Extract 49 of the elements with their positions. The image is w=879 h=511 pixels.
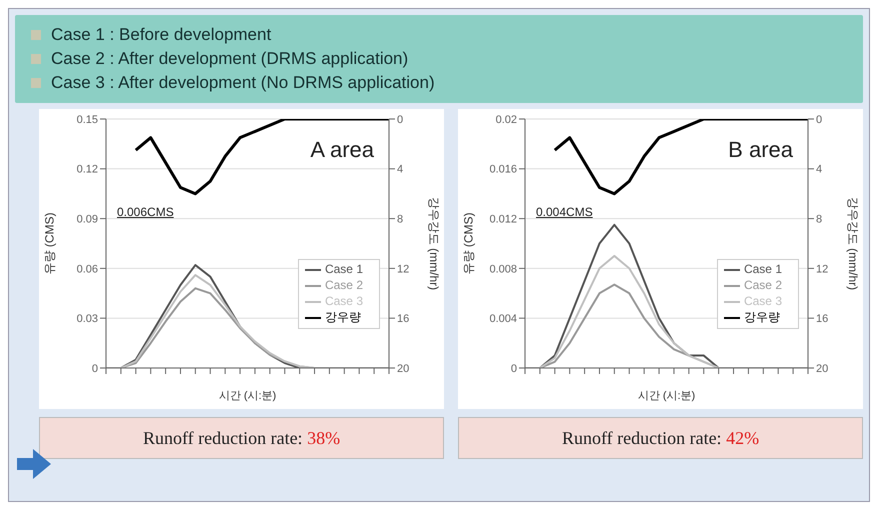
y-tick-label: 0.12 <box>76 164 98 176</box>
y-axis-title: 유량 (CMS) <box>461 212 476 274</box>
y-tick-label: 0.004 <box>489 313 517 326</box>
y-tick-label: 0.008 <box>489 263 517 276</box>
y-tick-label: 0.15 <box>76 114 98 126</box>
line-series <box>553 119 810 196</box>
y-tick-label: 0.09 <box>76 214 98 226</box>
y-axis-title: 유량 (CMS) <box>42 212 56 274</box>
legend-label: Case 1 <box>744 262 782 276</box>
y-tick-label: 0.03 <box>76 313 98 326</box>
legend-label: Case 1 <box>324 262 363 276</box>
y2-axis-title: 강우강도 (mm/hr) <box>846 196 860 290</box>
legend-label: Case 2 <box>744 278 782 292</box>
legend-label: Case 3 <box>324 294 363 308</box>
y2-tick-label: 4 <box>816 164 822 176</box>
y2-tick-label: 16 <box>816 313 828 326</box>
annotation: B area <box>728 137 793 163</box>
y2-tick-label: 8 <box>397 214 404 226</box>
y2-tick-label: 16 <box>397 313 410 326</box>
y2-tick-label: 0 <box>816 114 822 126</box>
y2-tick-label: 20 <box>816 362 828 375</box>
y-tick-label: 0.016 <box>489 164 517 176</box>
annotation: A area <box>310 137 374 163</box>
y2-tick-label: 12 <box>816 263 828 276</box>
legend-label: Case 3 <box>744 294 782 308</box>
x-axis-title: 시간 (시:분) <box>218 390 276 402</box>
y-tick-label: 0.06 <box>76 263 98 276</box>
text: Case 3 : After development (No DRMS application) <box>51 73 435 93</box>
text: Runoff reduction rate: 38% <box>142 428 340 448</box>
text: Case 1 : Before development <box>51 25 272 45</box>
y2-tick-label: 20 <box>397 362 410 375</box>
legend-label: Case 2 <box>324 278 363 292</box>
annotation: 0.006CMS <box>117 205 174 219</box>
line-series <box>134 119 390 196</box>
legend-label: 강우량 <box>744 310 780 324</box>
y-tick-label: 0 <box>510 362 517 375</box>
y2-tick-label: 12 <box>397 263 410 276</box>
x-axis-title: 시간 (시:분) <box>638 390 696 402</box>
text: Case 2 : After development (DRMS application) <box>51 49 408 69</box>
y-tick-label: 0.02 <box>496 114 517 126</box>
y2-tick-label: 0 <box>397 114 404 126</box>
y-tick-label: 0.012 <box>489 214 517 226</box>
text: Runoff reduction rate: 42% <box>562 428 760 448</box>
y2-tick-label: 4 <box>397 164 404 176</box>
legend-label: 강우량 <box>324 310 361 324</box>
y2-tick-label: 8 <box>816 214 822 226</box>
annotation: 0.004CMS <box>536 205 593 219</box>
y2-axis-title: 강우강도 (mm/hr) <box>426 196 441 290</box>
y-tick-label: 0 <box>92 362 98 375</box>
